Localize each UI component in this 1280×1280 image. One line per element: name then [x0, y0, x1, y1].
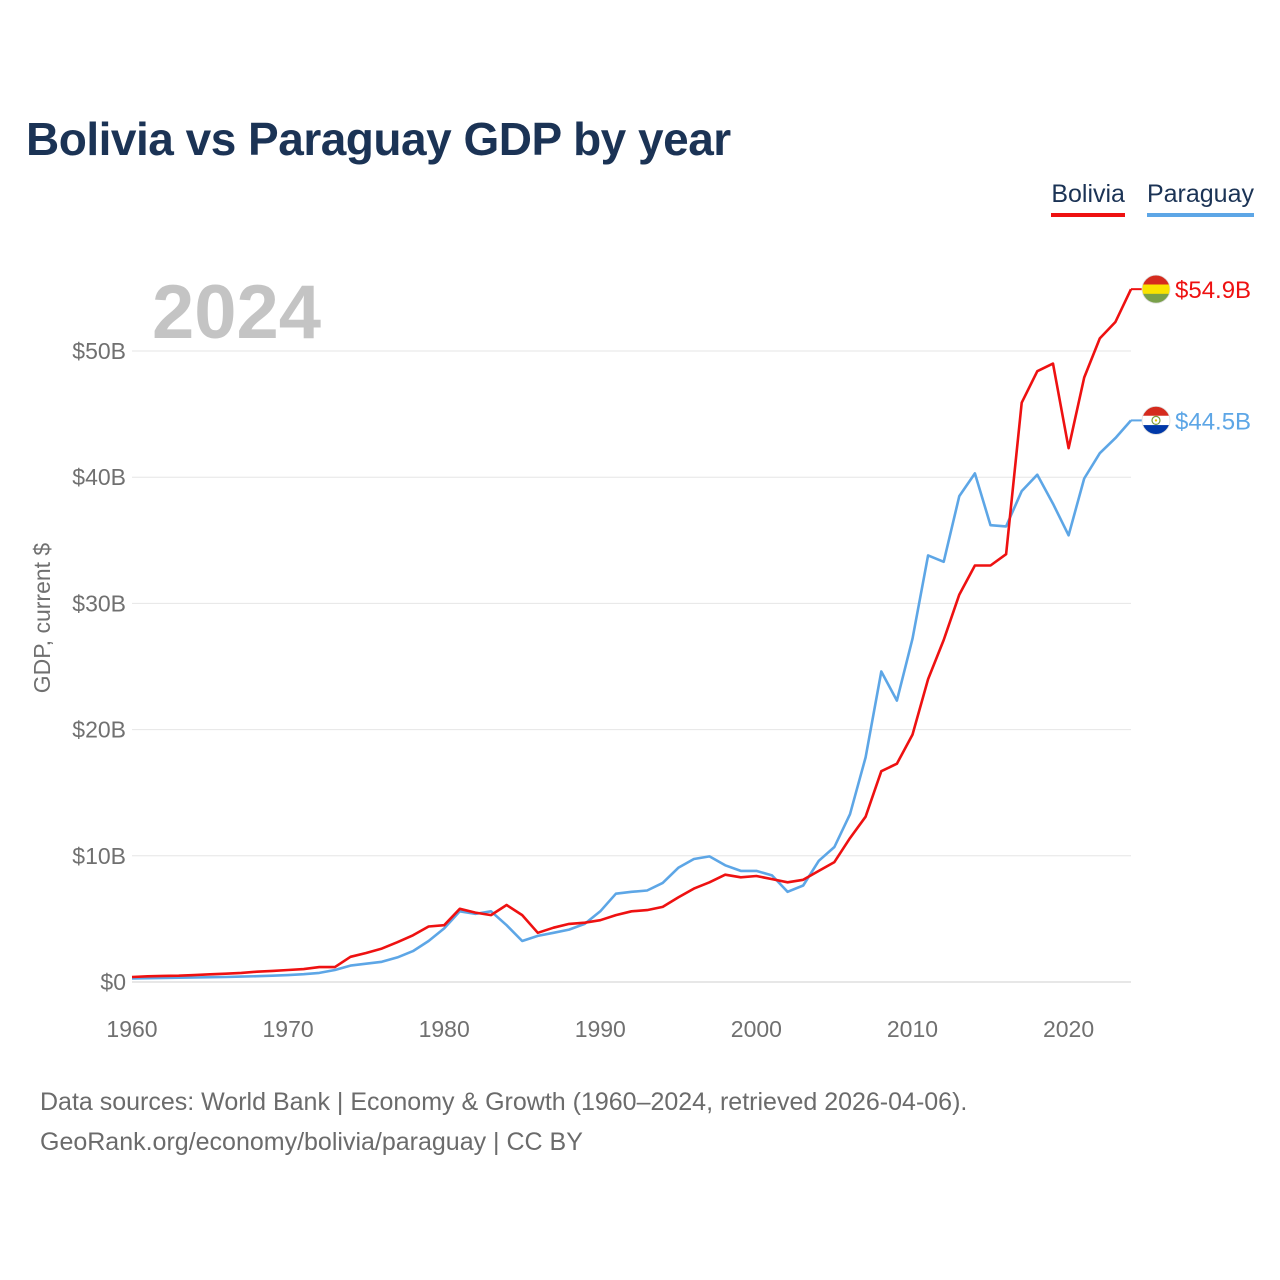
series-line-paraguay	[131, 419, 1132, 980]
chart: 2024 $0 $10B $20B $30B $40B $50B 1960 1970 1980…	[29, 270, 1251, 1042]
legend: Bolivia Paraguay	[1051, 180, 1254, 217]
y-tick-label: $50B	[72, 338, 126, 364]
x-tick-label: 2020	[1043, 1016, 1094, 1042]
series-lines	[131, 288, 1133, 980]
legend-item-bolivia[interactable]: Bolivia	[1051, 180, 1125, 217]
x-tick-label: 1990	[575, 1016, 626, 1042]
y-tick-label: $0	[100, 969, 126, 995]
y-tick-label: $30B	[72, 590, 126, 616]
y-axis-label: GDP, current $	[29, 543, 55, 694]
series-endpoints: $54.9B $44.5B	[1131, 274, 1251, 435]
y-tick-label: $40B	[72, 464, 126, 490]
series-line-bolivia	[131, 288, 1133, 979]
x-tick-label: 1970	[263, 1016, 314, 1042]
bolivia-flag-icon	[1141, 274, 1171, 304]
footer-source: Data sources: World Bank | Economy & Gro…	[40, 1088, 968, 1116]
y-axis: $0 $10B $20B $30B $40B $50B	[72, 338, 126, 995]
footer-link[interactable]: GeoRank.org/economy/bolivia/paraguay | C…	[40, 1128, 583, 1156]
x-axis: 1960 1970 1980 1990 2000 2010 2020	[106, 1016, 1094, 1042]
x-tick-label: 2010	[887, 1016, 938, 1042]
paraguay-flag-icon	[1141, 406, 1171, 435]
legend-item-paraguay[interactable]: Paraguay	[1146, 180, 1254, 217]
y-tick-label: $20B	[72, 717, 126, 743]
page-title: Bolivia vs Paraguay GDP by year	[26, 113, 731, 165]
end-value-label: $44.5B	[1175, 408, 1251, 435]
year-label: 2024	[152, 270, 321, 355]
y-tick-label: $10B	[72, 843, 126, 869]
x-tick-label: 1960	[106, 1016, 157, 1042]
x-tick-label: 1980	[419, 1016, 470, 1042]
x-tick-label: 2000	[731, 1016, 782, 1042]
footer: Data sources: World Bank | Economy & Gro…	[40, 1082, 967, 1162]
gridlines	[132, 350, 1131, 983]
end-value-label: $54.9B	[1175, 277, 1251, 304]
